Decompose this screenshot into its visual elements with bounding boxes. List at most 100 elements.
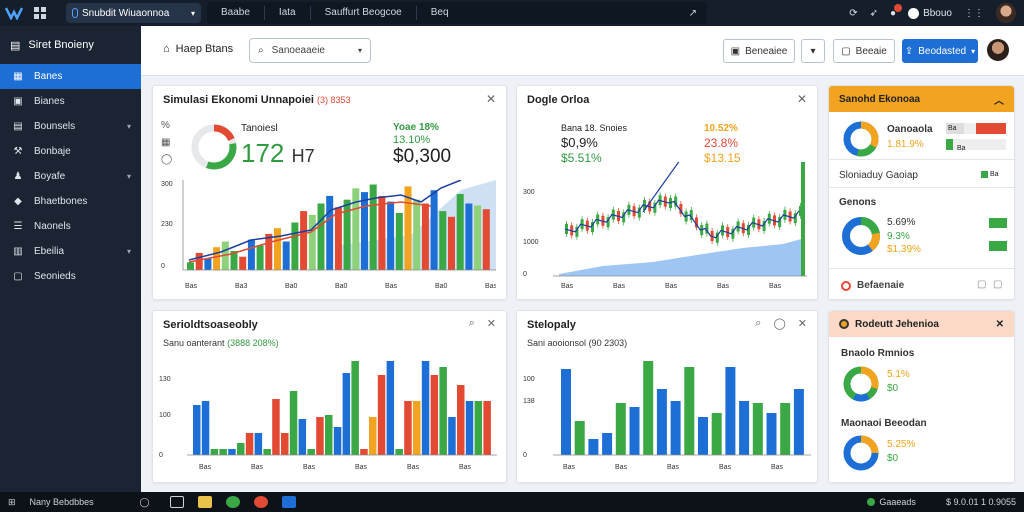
app-logo-icon[interactable] (0, 0, 28, 26)
task-view-icon[interactable]: ◯ (139, 496, 150, 507)
y-tick-label: 100 (523, 376, 535, 383)
circle-icon[interactable]: ◯ (161, 154, 173, 165)
search-icon[interactable]: ⌕ (468, 317, 475, 329)
taskbar-search[interactable]: Nany Bebdbbes (29, 497, 94, 507)
info-icon[interactable]: ◯ (773, 318, 786, 330)
tab-4[interactable]: Beq (430, 7, 449, 18)
bar (793, 389, 804, 455)
x-tick-label: Bas (717, 283, 730, 290)
sidebar-item-3[interactable]: ▤ Bounsels ▾ (0, 114, 141, 139)
avatar[interactable] (996, 3, 1016, 23)
side-icons: % ▦ ◯ (161, 120, 172, 165)
bar (193, 405, 201, 455)
bar (334, 207, 342, 270)
app-switcher[interactable]: Snubdit Wiuaonnoa ▾ (66, 3, 201, 23)
bar (395, 213, 403, 270)
sidebar-item-label: Banes (34, 71, 63, 82)
x-tick-label: Bas (485, 283, 496, 290)
chrome-icon[interactable] (253, 496, 268, 508)
economic-simulation-panel: Simulasi Ekonomi Unnapoiei (3) 8353 ✕ % ▦… (152, 85, 507, 300)
footer-row: Befaenaie (841, 280, 904, 291)
collapse-icon[interactable]: ︿ (994, 95, 1004, 107)
sidebar-item-7[interactable]: ☰ Naonels (0, 214, 141, 239)
sidebar-item-5[interactable]: ♟ Boyafe ▾ (0, 164, 141, 189)
bar (465, 401, 474, 455)
search-icon[interactable]: ⌕ (755, 317, 762, 329)
x-tick-label: Bas (303, 464, 316, 471)
big-metric: 172 H7 (241, 138, 315, 168)
doc-icon: ▥ (13, 246, 23, 257)
bar (308, 214, 316, 270)
user-icon (908, 7, 920, 19)
x-tick-label: Ba0 (285, 283, 298, 290)
grid-menu-icon[interactable] (28, 7, 52, 19)
refresh-icon[interactable]: ⟳ (849, 7, 858, 19)
window-icon[interactable] (169, 496, 184, 508)
candle (674, 196, 678, 207)
bar (752, 403, 763, 455)
sidebar-item-6[interactable]: ◆ Bhaetbones (0, 189, 141, 214)
bar (361, 192, 368, 270)
sidebar-item-2[interactable]: ▣ Bianes (0, 89, 141, 114)
bar (316, 417, 324, 455)
primary-button[interactable]: ⇪ Beodasted ▾ (902, 39, 978, 63)
image-icon: ▣ (13, 96, 23, 107)
dropdown-button[interactable]: ▾ (801, 39, 825, 63)
user-menu[interactable]: Bbouo (908, 7, 952, 19)
bar (201, 401, 210, 455)
copy-icon[interactable]: ▢ (993, 279, 1003, 290)
status-dot-icon (867, 498, 876, 506)
tab-1[interactable]: Baabe (207, 6, 265, 20)
alert-icon (841, 280, 851, 291)
close-icon[interactable]: ✕ (796, 92, 807, 106)
avatar[interactable] (987, 39, 1009, 61)
chevron-down-icon: ▾ (190, 8, 195, 18)
candle (793, 213, 797, 224)
stat-2: $0,9% (561, 135, 598, 150)
store-icon[interactable] (281, 496, 296, 508)
sidebar-item-8[interactable]: ▥ Ebeilia ▾ (0, 239, 141, 264)
apps-icon[interactable]: ⋮⋮ (964, 7, 984, 19)
tab-2[interactable]: Iata (265, 6, 311, 20)
bar (300, 211, 308, 270)
close-icon[interactable]: ✕ (797, 318, 807, 330)
home-icon: ⌂ (163, 43, 170, 55)
sub-label: Genons (839, 197, 877, 208)
search-input[interactable]: ⌕ Sanoeaaeie ▾ (249, 38, 371, 63)
bar (439, 367, 447, 455)
secondary-button[interactable]: ▢ Beeaie (833, 39, 895, 63)
x-tick-label: Bas (355, 464, 368, 471)
grid-icon[interactable]: ▦ (161, 137, 171, 148)
window-icon[interactable]: ▢ (977, 279, 987, 290)
tab-3[interactable]: Sauffurt Beogcoe (311, 6, 417, 20)
panel-tools: ⌕ ◯ ✕ (755, 317, 807, 330)
sidebar-item-4[interactable]: ⚒ Bonbaje (0, 139, 141, 164)
candle (575, 226, 579, 237)
sidebar-item-9[interactable]: ▢ Seonieds (0, 264, 141, 289)
sidebar-item-1[interactable]: ▦ Banes (0, 64, 141, 89)
stat-5: 23.8% (704, 136, 739, 150)
rocket-icon[interactable]: ➶ (869, 7, 879, 19)
save-button[interactable]: ▣ Beneaiee (723, 39, 795, 63)
browser-icon[interactable] (225, 496, 240, 508)
x-tick-label: Bas (719, 464, 732, 471)
bar (448, 417, 456, 455)
chevron-down-icon: ▾ (357, 46, 362, 55)
bar (317, 203, 325, 270)
notification-icon[interactable]: ● (890, 3, 903, 19)
expand-icon[interactable]: ↗ (688, 7, 697, 19)
bar (430, 375, 439, 455)
clock: $ 9.0.01 1 0.9055 (945, 497, 1016, 507)
close-icon[interactable]: ✕ (485, 92, 496, 106)
folder-icon[interactable] (197, 496, 212, 508)
close-icon[interactable]: ✕ (995, 318, 1004, 330)
y-tick-label: 1000 (523, 239, 539, 246)
candle (689, 210, 693, 220)
chart-icon[interactable]: % (161, 120, 170, 131)
close-icon[interactable]: ✕ (486, 318, 496, 330)
start-icon[interactable]: ⊞ (8, 496, 16, 507)
bar (272, 399, 280, 455)
bar (413, 199, 421, 270)
candle (591, 222, 594, 232)
bar (369, 417, 377, 455)
